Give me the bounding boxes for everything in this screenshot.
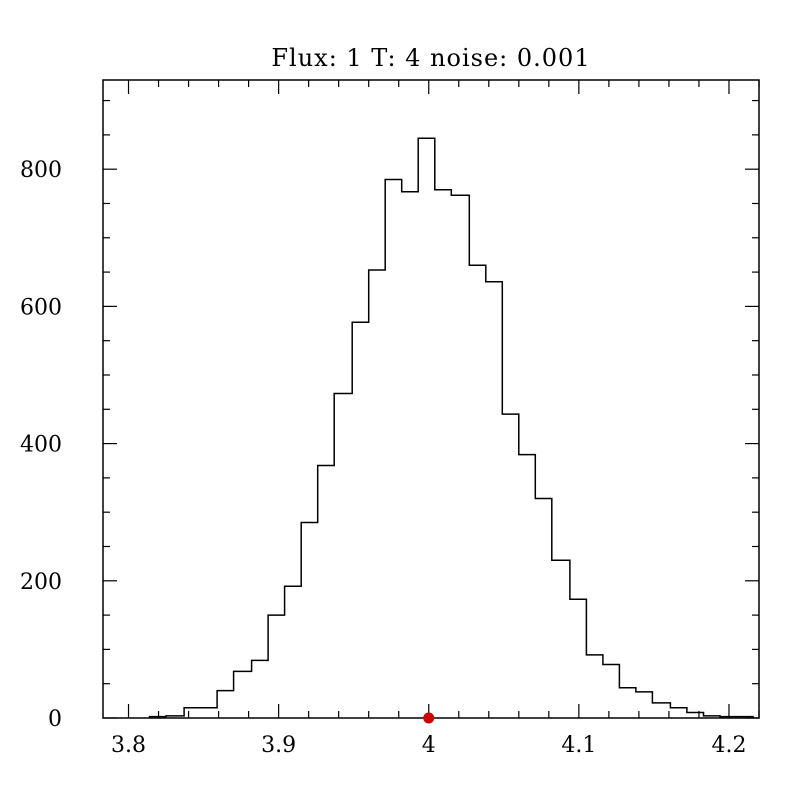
x-tick-label: 3.8 bbox=[111, 733, 146, 758]
histogram-step-line bbox=[148, 137, 754, 718]
x-tick-label: 3.9 bbox=[261, 733, 296, 758]
y-tick-label: 600 bbox=[20, 295, 62, 320]
tick-labels: 3.8 3.9 4 4.1 4.2 0 200 400 600 800 bbox=[20, 158, 746, 758]
x-tick-label: 4 bbox=[422, 733, 436, 758]
y-tick-label: 200 bbox=[20, 570, 62, 595]
plot-frame bbox=[102, 79, 760, 719]
y-tick-label: 800 bbox=[20, 158, 62, 183]
y-tick-label: 400 bbox=[20, 433, 62, 458]
chart-title: Flux: 1 T: 4 noise: 0.001 bbox=[271, 44, 590, 72]
y-tick-label: 0 bbox=[48, 707, 62, 732]
true-value-marker bbox=[423, 712, 435, 724]
axis-ticks bbox=[103, 80, 760, 719]
x-tick-label: 4.2 bbox=[711, 733, 746, 758]
x-tick-label: 4.1 bbox=[561, 733, 596, 758]
